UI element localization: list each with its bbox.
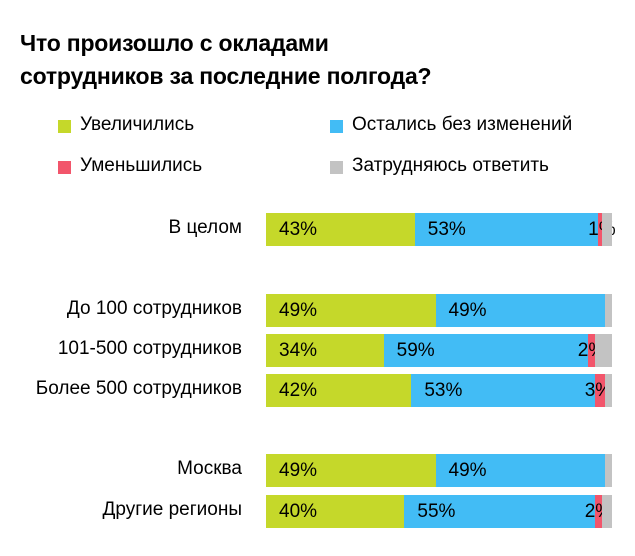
bar-segment-1 [414, 213, 599, 246]
bar-segment-0 [266, 495, 405, 528]
chart-title-line-1: Что произошло с окладами [20, 30, 329, 56]
data-label: 34% [279, 340, 318, 361]
bar-segment-1 [435, 454, 606, 487]
bar-segment-1 [435, 294, 606, 327]
data-label: 59% [396, 340, 435, 361]
bar-segment-2 [594, 374, 606, 407]
bar-segment-2 [598, 213, 602, 246]
category-label: До 100 сотрудников [66, 298, 242, 319]
legend-swatch-3 [330, 161, 343, 174]
data-label: 53% [424, 380, 463, 401]
data-label: 40% [279, 501, 318, 522]
bar-segment-0 [266, 294, 436, 327]
category-label: В целом [168, 217, 243, 238]
category-label: 101-500 сотрудников [57, 338, 242, 359]
category-label: Москва [177, 458, 242, 479]
data-label: 49% [279, 460, 318, 481]
legend-label-3: Затрудняюсь ответить [352, 155, 549, 176]
bar-segment-1 [404, 495, 595, 528]
legend-swatch-0 [58, 120, 71, 133]
data-label: 49% [448, 300, 487, 321]
data-label: 53% [427, 219, 466, 240]
bar-segment-3 [605, 374, 612, 407]
bar-segment-3 [594, 334, 612, 367]
bar-segment-2 [587, 334, 595, 367]
legend-swatch-1 [330, 120, 343, 133]
bar-segment-1 [411, 374, 595, 407]
bar-segment-3 [605, 454, 612, 487]
bar-segment-2 [594, 495, 602, 528]
category-label: Более 500 сотрудников [35, 378, 242, 399]
data-label: 42% [279, 380, 318, 401]
bar-segment-3 [601, 213, 612, 246]
bar-segment-1 [383, 334, 588, 367]
category-label: Другие регионы [102, 499, 242, 520]
data-label: 43% [279, 219, 318, 240]
legend-label-1: Остались без изменений [352, 114, 573, 135]
bar-segment-3 [605, 294, 612, 327]
data-label: 55% [417, 501, 456, 522]
data-label: 49% [279, 300, 318, 321]
data-label: 49% [448, 460, 487, 481]
bar-segment-3 [601, 495, 612, 528]
bar-segment-0 [266, 213, 415, 246]
bar-segment-0 [266, 374, 412, 407]
legend-swatch-2 [58, 161, 71, 174]
bar-segment-0 [266, 454, 436, 487]
bar-segment-0 [266, 334, 384, 367]
legend-label-0: Увеличились [80, 114, 195, 135]
legend-label-2: Уменьшились [80, 155, 203, 176]
chart-title-line-2: сотрудников за последние полгода? [20, 63, 432, 89]
